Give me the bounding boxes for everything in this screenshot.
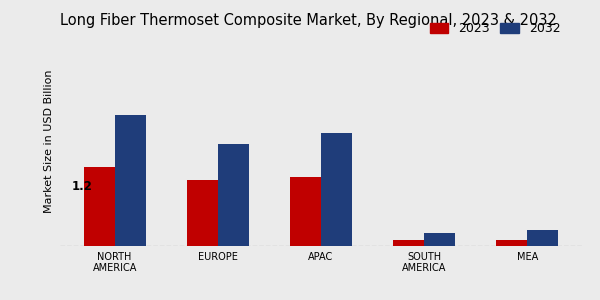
Bar bbox=[84, 167, 115, 246]
Bar bbox=[321, 133, 352, 246]
Bar bbox=[393, 240, 424, 246]
Bar bbox=[290, 177, 321, 246]
Bar bbox=[218, 144, 249, 246]
Y-axis label: Market Size in USD Billion: Market Size in USD Billion bbox=[44, 69, 55, 213]
Legend: 2023, 2032: 2023, 2032 bbox=[425, 17, 565, 40]
Bar bbox=[187, 180, 218, 246]
Text: Long Fiber Thermoset Composite Market, By Regional, 2023 & 2032: Long Fiber Thermoset Composite Market, B… bbox=[60, 13, 557, 28]
Bar bbox=[496, 240, 527, 246]
Text: 1.2: 1.2 bbox=[71, 180, 92, 194]
Bar bbox=[527, 230, 558, 246]
Bar bbox=[115, 115, 146, 246]
Bar bbox=[424, 233, 455, 246]
